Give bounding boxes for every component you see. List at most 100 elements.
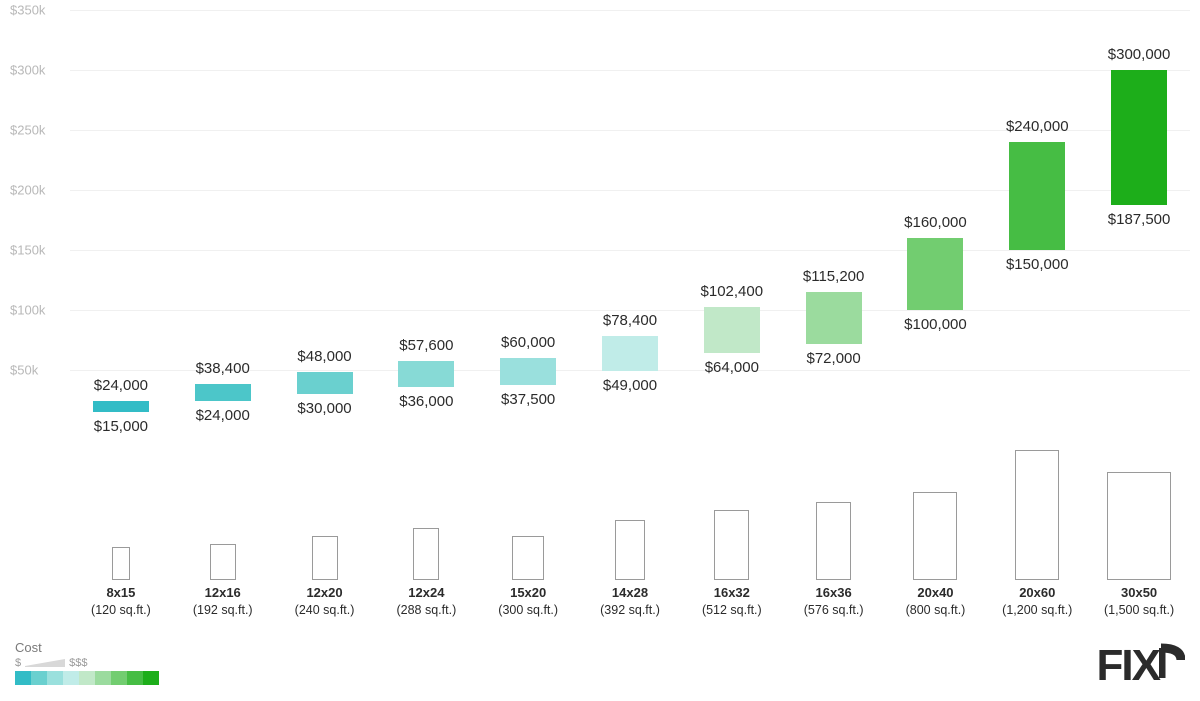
size-sqft-label: (800 sq.ft.)	[885, 602, 985, 618]
bar-high-value-label: $60,000	[478, 334, 578, 351]
cost-range-bar	[806, 292, 862, 344]
bar-low-value-label: $15,000	[71, 418, 171, 435]
size-sqft-label: (120 sq.ft.)	[71, 602, 171, 618]
size-category-label: 12x16(192 sq.ft.)	[173, 585, 273, 618]
y-axis-tick-label: $350k	[10, 3, 65, 18]
y-axis-tick-label: $200k	[10, 183, 65, 198]
cost-range-bar	[297, 372, 353, 394]
size-sqft-label: (392 sq.ft.)	[580, 602, 680, 618]
legend-low-label: $	[15, 657, 21, 669]
bar-high-value-label: $160,000	[885, 214, 985, 231]
legend-swatch	[47, 671, 63, 685]
size-category-label: 12x20(240 sq.ft.)	[275, 585, 375, 618]
size-sqft-label: (288 sq.ft.)	[376, 602, 476, 618]
legend-swatch	[15, 671, 31, 685]
size-dimension-label: 12x24	[376, 585, 476, 602]
legend-swatch	[95, 671, 111, 685]
size-sqft-label: (300 sq.ft.)	[478, 602, 578, 618]
bar-high-value-label: $115,200	[784, 268, 884, 285]
size-proportion-box	[312, 536, 338, 580]
size-dimension-label: 16x32	[682, 585, 782, 602]
size-dimension-label: 20x40	[885, 585, 985, 602]
bar-high-value-label: $102,400	[682, 283, 782, 300]
cost-range-bar	[398, 361, 454, 387]
legend-high-label: $$$	[69, 657, 87, 669]
size-proportion-box	[512, 536, 544, 580]
bar-low-value-label: $37,500	[478, 391, 578, 408]
size-dimension-label: 20x60	[987, 585, 1087, 602]
bar-low-value-label: $150,000	[987, 256, 1087, 273]
size-proportion-box	[615, 520, 645, 580]
cost-range-bar	[500, 358, 556, 385]
size-category-label: 16x32(512 sq.ft.)	[682, 585, 782, 618]
legend-swatch	[31, 671, 47, 685]
size-dimension-label: 30x50	[1089, 585, 1189, 602]
size-category-label: 15x20(300 sq.ft.)	[478, 585, 578, 618]
bar-high-value-label: $240,000	[987, 118, 1087, 135]
y-axis-tick-label: $250k	[10, 123, 65, 138]
bar-high-value-label: $24,000	[71, 377, 171, 394]
cost-range-bar	[704, 307, 760, 353]
size-sqft-label: (240 sq.ft.)	[275, 602, 375, 618]
legend-swatch	[143, 671, 159, 685]
size-category-label: 30x50(1,500 sq.ft.)	[1089, 585, 1189, 618]
cost-range-bar	[1111, 70, 1167, 205]
bar-high-value-label: $300,000	[1089, 46, 1189, 63]
gridline	[70, 250, 1190, 251]
size-sqft-label: (1,500 sq.ft.)	[1089, 602, 1189, 618]
cost-range-chart: $24,000$15,000$38,400$24,000$48,000$30,0…	[0, 0, 1200, 701]
legend-swatch	[63, 671, 79, 685]
legend-scale-labels: $ $$$	[15, 657, 159, 669]
bar-low-value-label: $72,000	[784, 350, 884, 367]
size-proportion-box	[913, 492, 957, 580]
bar-low-value-label: $100,000	[885, 316, 985, 333]
bar-low-value-label: $36,000	[376, 393, 476, 410]
size-sqft-label: (512 sq.ft.)	[682, 602, 782, 618]
bar-low-value-label: $30,000	[275, 400, 375, 417]
size-dimension-label: 12x16	[173, 585, 273, 602]
fixr-logo: FIX	[1097, 640, 1185, 691]
bar-high-value-label: $57,600	[376, 337, 476, 354]
plot-area: $24,000$15,000$38,400$24,000$48,000$30,0…	[70, 10, 1190, 430]
size-sqft-label: (576 sq.ft.)	[784, 602, 884, 618]
legend-gradient	[15, 671, 159, 685]
y-axis-tick-label: $150k	[10, 243, 65, 258]
cost-range-bar	[907, 238, 963, 310]
size-proportion-box	[714, 510, 749, 580]
size-category-label: 12x24(288 sq.ft.)	[376, 585, 476, 618]
size-category-label: 16x36(576 sq.ft.)	[784, 585, 884, 618]
size-proportion-box	[1107, 472, 1171, 580]
cost-range-bar	[602, 336, 658, 371]
cost-legend: Cost $ $$$	[15, 640, 159, 685]
size-proportion-box	[816, 502, 851, 580]
size-category-label: 20x60(1,200 sq.ft.)	[987, 585, 1087, 618]
size-dimension-label: 14x28	[580, 585, 680, 602]
size-box-row	[70, 450, 1190, 580]
size-proportion-box	[112, 547, 130, 580]
legend-wedge-icon	[25, 659, 65, 667]
bar-low-value-label: $187,500	[1089, 211, 1189, 228]
y-axis-tick-label: $100k	[10, 303, 65, 318]
y-axis-tick-label: $300k	[10, 63, 65, 78]
bar-high-value-label: $48,000	[275, 348, 375, 365]
size-dimension-label: 12x20	[275, 585, 375, 602]
gridline	[70, 70, 1190, 71]
size-category-label: 20x40(800 sq.ft.)	[885, 585, 985, 618]
bar-high-value-label: $38,400	[173, 360, 273, 377]
bar-low-value-label: $49,000	[580, 377, 680, 394]
size-proportion-box	[1015, 450, 1059, 580]
size-dimension-label: 15x20	[478, 585, 578, 602]
bar-high-value-label: $78,400	[580, 312, 680, 329]
bar-low-value-label: $24,000	[173, 407, 273, 424]
gridline	[70, 10, 1190, 11]
size-sqft-label: (1,200 sq.ft.)	[987, 602, 1087, 618]
size-dimension-label: 8x15	[71, 585, 171, 602]
cost-range-bar	[93, 401, 149, 412]
size-dimension-label: 16x36	[784, 585, 884, 602]
logo-r-icon	[1159, 640, 1185, 691]
size-proportion-box	[413, 528, 439, 580]
legend-swatch	[111, 671, 127, 685]
cost-range-bar	[1009, 142, 1065, 250]
size-category-label: 8x15(120 sq.ft.)	[71, 585, 171, 618]
gridline	[70, 310, 1190, 311]
